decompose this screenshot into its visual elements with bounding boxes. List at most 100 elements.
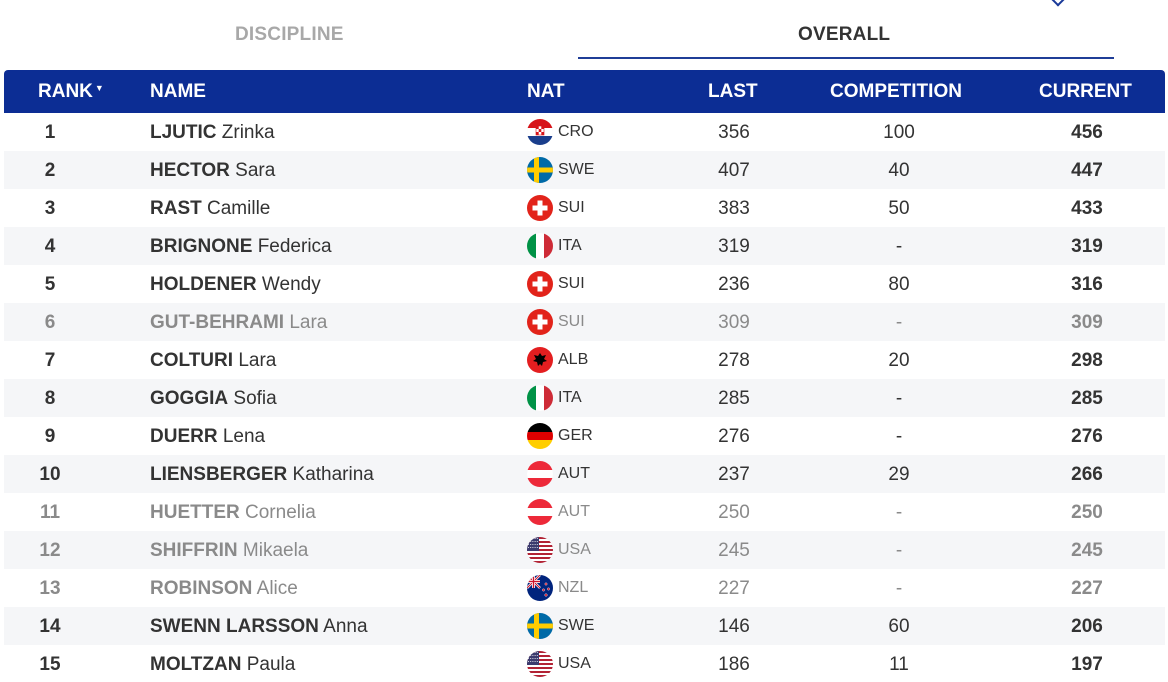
- athlete-first-name: Lara: [238, 350, 277, 371]
- nation-code: USA: [558, 655, 591, 672]
- last-points-cell: 245: [718, 540, 750, 561]
- aut-flag-icon: [527, 499, 553, 525]
- nation-cell: USA: [527, 651, 591, 677]
- competition-points-cell: 40: [888, 160, 910, 181]
- column-header-nat[interactable]: NAT: [527, 81, 565, 102]
- athlete-name[interactable]: LIENSBERGER Katharina: [150, 464, 374, 486]
- table-row[interactable]: 14 SWENN LARSSON Anna SWE 146 60 206: [4, 607, 1165, 645]
- nation-cell: USA: [527, 537, 591, 563]
- last-points-cell: 309: [718, 312, 750, 333]
- rank-cell: 13: [39, 578, 61, 599]
- table-row[interactable]: 11 HUETTER Cornelia AUT 250 - 250: [4, 493, 1165, 531]
- nation-cell: SWE: [527, 157, 594, 183]
- last-points-cell: 278: [718, 350, 750, 371]
- current-points-cell: 456: [1071, 122, 1103, 143]
- athlete-last-name: SHIFFRIN: [150, 540, 238, 561]
- rank-cell: 5: [44, 274, 56, 295]
- last-points-cell: 236: [718, 274, 750, 295]
- rank-cell: 2: [44, 160, 56, 181]
- athlete-first-name: Sofia: [233, 388, 277, 409]
- table-row[interactable]: 5 HOLDENER Wendy SUI 236 80 316: [4, 265, 1165, 303]
- competition-points-cell: 11: [889, 654, 909, 675]
- nation-code: AUT: [558, 503, 590, 520]
- athlete-name[interactable]: GOGGIA Sofia: [150, 388, 277, 410]
- table-row[interactable]: 1 LJUTIC Zrinka CRO 356 100 456: [4, 113, 1165, 151]
- current-points-cell: 197: [1071, 654, 1103, 675]
- athlete-name[interactable]: COLTURI Lara: [150, 350, 276, 372]
- competition-points-cell: 60: [888, 616, 910, 637]
- nation-cell: AUT: [527, 499, 590, 525]
- current-points-cell: 266: [1071, 464, 1103, 485]
- ger-flag-icon: [527, 423, 553, 449]
- sort-desc-icon: ▼: [94, 83, 104, 93]
- athlete-first-name: Zrinka: [221, 122, 275, 143]
- table-row[interactable]: 6 GUT-BEHRAMI Lara SUI 309 - 309: [4, 303, 1165, 341]
- last-points-cell: 186: [718, 654, 750, 675]
- table-row[interactable]: 2 HECTOR Sara SWE 407 40 447: [4, 151, 1165, 189]
- athlete-name[interactable]: SHIFFRIN Mikaela: [150, 540, 308, 562]
- tab-overall[interactable]: OVERALL: [798, 24, 891, 45]
- table-row[interactable]: 4 BRIGNONE Federica ITA 319 - 319: [4, 227, 1165, 265]
- rank-cell: 15: [39, 654, 61, 675]
- athlete-name[interactable]: HOLDENER Wendy: [150, 274, 321, 296]
- table-row[interactable]: 10 LIENSBERGER Katharina AUT 237 29 266: [4, 455, 1165, 493]
- rank-cell: 10: [39, 464, 61, 485]
- athlete-last-name: HOLDENER: [150, 274, 257, 295]
- table-row[interactable]: 12 SHIFFRIN Mikaela USA 245 - 245: [4, 531, 1165, 569]
- nation-code: ITA: [558, 237, 582, 254]
- column-header-name[interactable]: NAME: [150, 81, 206, 102]
- athlete-last-name: MOLTZAN: [150, 654, 242, 675]
- rank-cell: 9: [44, 426, 56, 447]
- table-row[interactable]: 8 GOGGIA Sofia ITA 285 - 285: [4, 379, 1165, 417]
- nation-cell: NZL: [527, 575, 588, 601]
- active-tab-underline: [578, 57, 1114, 59]
- rank-cell: 12: [39, 540, 61, 561]
- rank-cell: 8: [44, 388, 56, 409]
- athlete-last-name: RAST: [150, 198, 202, 219]
- rank-cell: 11: [39, 502, 61, 523]
- competition-points-cell: -: [895, 236, 903, 257]
- tab-bar: DISCIPLINE OVERALL: [0, 0, 1168, 70]
- athlete-last-name: BRIGNONE: [150, 236, 253, 257]
- athlete-name[interactable]: MOLTZAN Paula: [150, 654, 295, 676]
- athlete-last-name: LJUTIC: [150, 122, 217, 143]
- table-row[interactable]: 13 ROBINSON Alice NZL 227 - 227: [4, 569, 1165, 607]
- column-header-current[interactable]: CURRENT: [1039, 81, 1132, 102]
- athlete-name[interactable]: BRIGNONE Federica: [150, 236, 332, 258]
- athlete-name[interactable]: RAST Camille: [150, 198, 270, 220]
- athlete-name[interactable]: HECTOR Sara: [150, 160, 275, 182]
- table-row[interactable]: 15 MOLTZAN Paula USA 186 11 197: [4, 645, 1165, 682]
- competition-points-cell: 50: [888, 198, 910, 219]
- sui-flag-icon: [527, 195, 553, 221]
- athlete-last-name: GUT-BEHRAMI: [150, 312, 285, 333]
- nation-code: SUI: [558, 199, 585, 216]
- nation-cell: SUI: [527, 195, 585, 221]
- current-points-cell: 298: [1071, 350, 1103, 371]
- athlete-name[interactable]: HUETTER Cornelia: [150, 502, 316, 524]
- athlete-name[interactable]: ROBINSON Alice: [150, 578, 298, 600]
- table-row[interactable]: 3 RAST Camille SUI 383 50 433: [4, 189, 1165, 227]
- swe-flag-icon: [527, 613, 553, 639]
- table-row[interactable]: 9 DUERR Lena GER 276 - 276: [4, 417, 1165, 455]
- column-header-rank[interactable]: RANK ▼: [38, 81, 104, 103]
- athlete-name[interactable]: DUERR Lena: [150, 426, 265, 448]
- nation-cell: SWE: [527, 613, 594, 639]
- column-header-competition[interactable]: COMPETITION: [830, 81, 962, 102]
- current-points-cell: 227: [1071, 578, 1103, 599]
- last-points-cell: 383: [718, 198, 750, 219]
- competition-points-cell: 100: [883, 122, 915, 143]
- athlete-first-name: Anna: [323, 616, 368, 637]
- tab-discipline[interactable]: DISCIPLINE: [235, 24, 344, 45]
- rank-cell: 6: [44, 312, 56, 333]
- athlete-last-name: COLTURI: [150, 350, 234, 371]
- athlete-name[interactable]: GUT-BEHRAMI Lara: [150, 312, 327, 334]
- aut-flag-icon: [527, 461, 553, 487]
- athlete-name[interactable]: LJUTIC Zrinka: [150, 122, 275, 144]
- athlete-first-name: Lara: [289, 312, 328, 333]
- column-header-last[interactable]: LAST: [708, 81, 758, 102]
- table-row[interactable]: 7 COLTURI Lara ALB 278 20 298: [4, 341, 1165, 379]
- nation-code: CRO: [558, 123, 594, 140]
- athlete-name[interactable]: SWENN LARSSON Anna: [150, 616, 368, 638]
- sui-flag-icon: [527, 309, 553, 335]
- current-points-cell: 245: [1071, 540, 1103, 561]
